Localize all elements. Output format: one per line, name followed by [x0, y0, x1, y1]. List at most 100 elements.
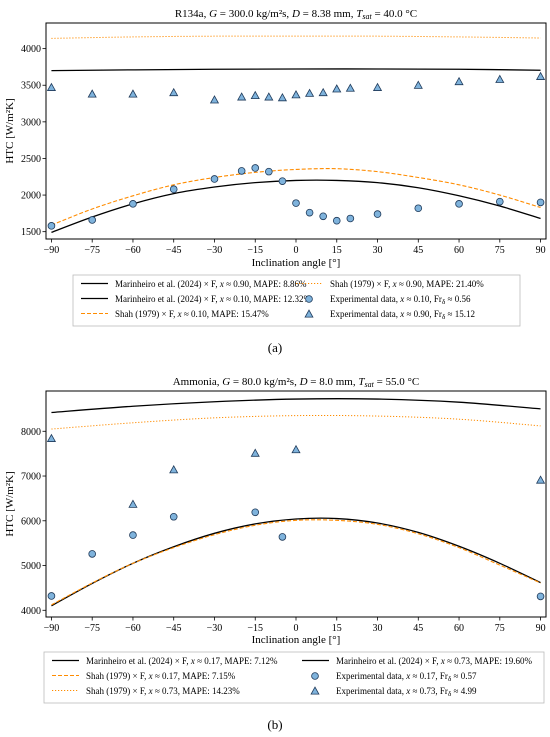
y-tick-label: 4000 [21, 44, 41, 55]
data-point-circle [210, 175, 219, 183]
panel-a: R134a, G = 300.0 kg/m²s, D = 8.38 mm, Ts… [4, 8, 547, 355]
data-point-circle [292, 199, 300, 207]
x-tick-label: −30 [207, 245, 223, 256]
y-tick-label: 5000 [21, 561, 41, 572]
data-point-circle [346, 214, 355, 223]
x-tick-label: −30 [207, 623, 223, 634]
data-point-circle [129, 531, 137, 539]
data-point-circle [169, 512, 178, 521]
series-line-0 [51, 68, 541, 72]
data-point-triangle [264, 92, 274, 101]
series-line-2 [51, 168, 541, 226]
chart-a-xlabel: Inclination angle [°] [252, 257, 341, 269]
data-point-circle [455, 200, 463, 208]
data-point-triangle [291, 444, 301, 454]
legend-entry: Marinheiro et al. (2024) × F, x ≈ 0.10, … [115, 294, 312, 304]
chart-b-series [51, 398, 541, 607]
series-line-2 [51, 519, 541, 606]
chart-b-xlabel: Inclination angle [°] [252, 634, 341, 646]
legend-entry: Experimental data, x ≈ 0.90, Frδ ≈ 15.12 [330, 309, 475, 321]
x-tick-label: 60 [454, 623, 464, 634]
x-tick-label: −15 [247, 623, 263, 634]
data-point-triangle [332, 84, 342, 93]
x-tick-label: −90 [44, 623, 60, 634]
x-tick-label: 60 [454, 245, 464, 256]
legend-entry: Experimental data, x ≈ 0.10, Frδ ≈ 0.56 [330, 294, 471, 306]
data-point-circle [278, 177, 287, 185]
data-point-triangle [535, 71, 546, 80]
data-point-circle [536, 198, 545, 207]
legend-entry: Marinheiro et al. (2024) × F, x ≈ 0.73, … [336, 656, 533, 666]
legend-entry: Shah (1979) × F, x ≈ 0.73, MAPE: 14.23% [86, 686, 240, 696]
chart-b-plot-area [45, 390, 547, 618]
data-point-triangle [318, 87, 328, 97]
chart-b-ylabel: HTC [W/m²K] [4, 471, 16, 536]
x-tick-label: −75 [84, 623, 100, 634]
data-point-circle [237, 167, 246, 175]
legend-marker-triangle [310, 686, 320, 695]
data-point-circle [169, 185, 178, 194]
data-point-circle [47, 222, 56, 230]
x-tick-label: −45 [166, 245, 182, 256]
data-point-triangle [169, 465, 179, 474]
y-tick-label: 8000 [21, 427, 41, 438]
data-point-circle [305, 208, 314, 217]
data-point-circle [319, 212, 327, 221]
data-point-circle [129, 200, 137, 208]
data-point-circle [414, 204, 423, 213]
data-point-triangle [372, 82, 383, 91]
x-tick-label: 15 [332, 623, 342, 634]
data-point-circle [536, 592, 545, 601]
chart-b-markers [46, 433, 546, 601]
x-tick-label: 30 [373, 623, 383, 634]
data-point-triangle [454, 76, 464, 86]
x-tick-label: 0 [294, 245, 299, 256]
series-line-0 [51, 517, 541, 607]
legend-entry: Experimental data, x ≈ 0.73, Frδ ≈ 4.99 [336, 686, 477, 698]
data-point-circle [88, 216, 96, 224]
x-tick-label: −60 [125, 245, 141, 256]
chart-b-legend: Marinheiro et al. (2024) × F, x ≈ 0.17, … [43, 651, 545, 704]
x-tick-label: 30 [373, 245, 383, 256]
chart-a-markers [46, 71, 546, 230]
y-tick-label: 6000 [21, 516, 41, 527]
data-point-circle [265, 167, 273, 176]
data-point-triangle [250, 90, 260, 100]
y-tick-label: 1500 [21, 227, 41, 238]
x-tick-label: 75 [495, 245, 505, 256]
data-point-triangle [413, 80, 423, 89]
panel-b: Ammonia, G = 80.0 kg/m²s, D = 8.0 mm, Ts… [4, 376, 547, 732]
data-point-triangle [277, 92, 287, 102]
x-tick-label: 90 [536, 245, 546, 256]
x-tick-label: 0 [294, 623, 299, 634]
data-point-circle [251, 164, 260, 172]
data-point-circle [47, 592, 56, 600]
legend-marker-triangle [304, 309, 314, 318]
legend-entry: Shah (1979) × F, x ≈ 0.17, MAPE: 7.15% [86, 671, 236, 681]
data-point-circle [373, 210, 382, 218]
data-point-circle [496, 197, 504, 206]
x-tick-label: −75 [84, 245, 100, 256]
panel-b-label: (b) [267, 717, 282, 732]
data-point-triangle [535, 475, 546, 484]
data-point-circle [278, 533, 287, 541]
series-line-3 [51, 35, 541, 39]
x-tick-label: −15 [247, 245, 263, 256]
x-tick-label: −60 [125, 623, 141, 634]
x-tick-label: 45 [413, 623, 423, 634]
legend-entry: Shah (1979) × F, x ≈ 0.90, MAPE: 21.40% [330, 279, 484, 289]
data-point-triangle [87, 89, 97, 98]
x-tick-label: 90 [536, 623, 546, 634]
legend-entry: Experimental data, x ≈ 0.17, Frδ ≈ 0.57 [336, 671, 477, 683]
data-point-triangle [46, 82, 57, 91]
x-tick-label: 75 [495, 623, 505, 634]
data-point-triangle [169, 87, 179, 97]
data-point-triangle [291, 90, 301, 99]
chart-a-legend: Marinheiro et al. (2024) × F, x ≈ 0.90, … [72, 274, 521, 327]
data-point-triangle [250, 448, 260, 457]
y-tick-label: 2500 [21, 154, 41, 165]
series-line-3 [51, 414, 541, 430]
series-line-1 [51, 398, 541, 414]
y-tick-label: 3000 [21, 117, 41, 128]
